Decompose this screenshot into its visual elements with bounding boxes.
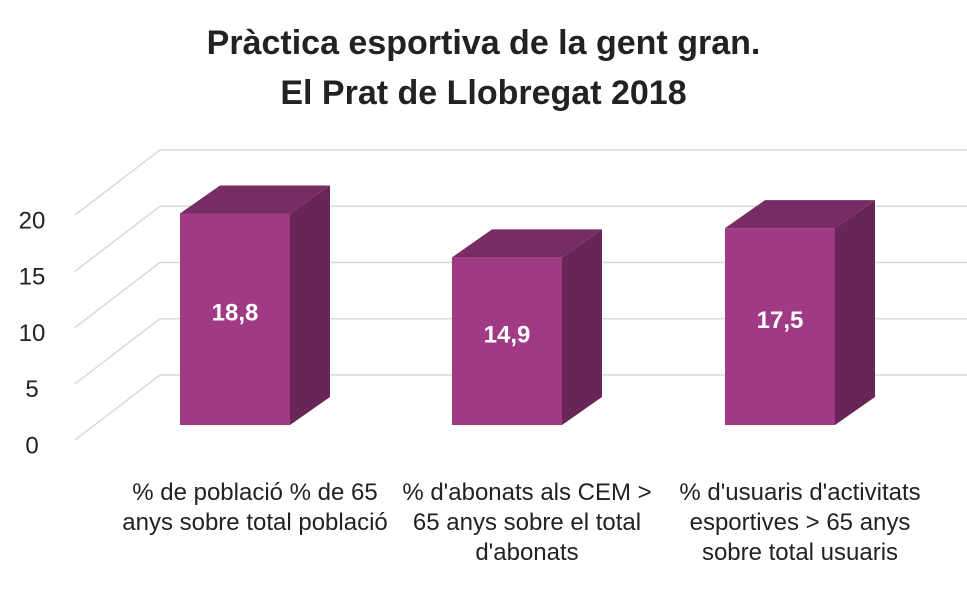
- value-label: 14,9: [484, 322, 531, 349]
- x-tick-label: % de població % de 65 anys sobre total p…: [122, 479, 388, 536]
- bar-side: [290, 185, 330, 425]
- bar: [725, 228, 835, 425]
- grid-line: [74, 261, 967, 329]
- grid-line: [74, 374, 967, 441]
- bar: [180, 213, 290, 425]
- y-tick-label: 20: [19, 207, 46, 234]
- grid-line: [74, 205, 967, 272]
- value-label: 18,8: [212, 300, 259, 327]
- bar-side: [562, 229, 602, 425]
- x-tick-label: % d'usuaris d'activitats esportives > 65…: [679, 479, 921, 566]
- bar-top: [452, 229, 602, 258]
- y-tick-label: 15: [19, 264, 46, 291]
- y-tick-label: 10: [19, 320, 46, 347]
- grid-line: [74, 149, 967, 216]
- bar-top: [725, 200, 875, 229]
- bar-side: [835, 200, 875, 425]
- value-label: 17,5: [757, 307, 804, 334]
- bar-top: [180, 185, 330, 214]
- bar: [452, 257, 562, 425]
- chart-title: Pràctica esportiva de la gent gran. El P…: [206, 24, 761, 112]
- y-tick-label: 5: [25, 376, 38, 403]
- grid-line: [74, 318, 967, 385]
- x-tick-label: % d'abonats als CEM > 65 anys sobre el t…: [402, 479, 652, 566]
- y-tick-label: 0: [25, 432, 38, 459]
